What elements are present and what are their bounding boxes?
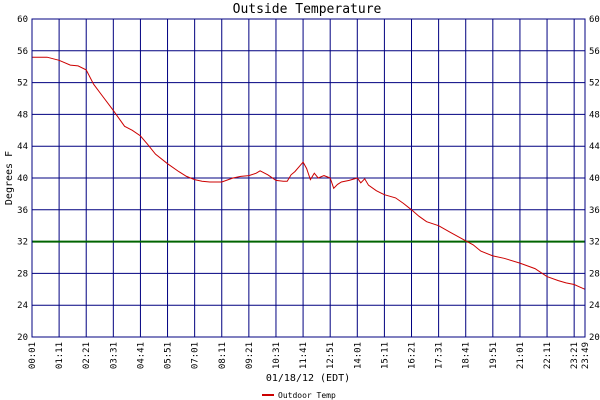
x-tick-label: 17:31 — [435, 342, 445, 369]
y-tick-label: 24 — [589, 301, 600, 311]
x-tick-label: 05:51 — [164, 342, 174, 369]
y-tick-label: 32 — [17, 238, 28, 248]
legend-label: Outdoor Temp — [278, 391, 336, 400]
y-tick-label: 20 — [589, 333, 600, 343]
x-tick-label: 09:21 — [245, 342, 255, 369]
x-tick-label: 23:49 — [581, 342, 591, 369]
y-tick-labels-right: 20 24 28 32 36 40 44 48 52 56 60 — [589, 15, 600, 343]
y-tick-label: 28 — [589, 269, 600, 279]
x-tick-label: 16:21 — [408, 342, 418, 369]
x-tick-labels: 00:01 01:11 02:21 03:31 04:41 05:51 07:01 08:11… — [28, 342, 591, 369]
y-axis-label: Degrees F — [4, 151, 15, 205]
x-axis-label: 01/18/12 (EDT) — [266, 373, 350, 384]
x-tick-label: 23:21 — [570, 342, 580, 369]
y-tick-label: 56 — [589, 47, 600, 57]
x-tick-label: 07:01 — [191, 342, 201, 369]
plot-border — [31, 18, 586, 338]
y-tick-label: 60 — [589, 15, 600, 25]
x-tick-label: 19:51 — [489, 342, 499, 369]
x-tick-label: 08:11 — [218, 342, 228, 369]
y-tick-label: 40 — [589, 174, 600, 184]
y-tick-label: 52 — [17, 79, 28, 89]
x-tick-label: 01:11 — [55, 342, 65, 369]
y-tick-label: 48 — [17, 110, 28, 120]
x-tick-label: 04:41 — [136, 342, 146, 369]
x-tick-label: 21:01 — [516, 342, 526, 369]
chart-title: Outside Temperature — [233, 2, 382, 17]
y-tick-label: 52 — [589, 79, 600, 89]
x-tick-label: 00:01 — [28, 342, 38, 369]
x-tick-label: 22:11 — [543, 342, 553, 369]
y-tick-label: 40 — [17, 174, 28, 184]
x-tick-label: 15:11 — [380, 342, 390, 369]
y-tick-label: 24 — [17, 301, 28, 311]
x-tick-label: 03:31 — [109, 342, 119, 369]
legend: Outdoor Temp — [262, 391, 336, 400]
x-tick-label: 18:41 — [462, 342, 472, 369]
y-tick-label: 20 — [17, 333, 28, 343]
y-tick-label: 36 — [589, 206, 600, 216]
x-tick-label: 12:51 — [326, 342, 336, 369]
y-tick-label: 44 — [17, 142, 28, 152]
y-tick-label: 32 — [589, 238, 600, 248]
y-tick-labels-left: 20 24 28 32 36 40 44 48 52 56 60 — [17, 15, 28, 343]
y-tick-label: 36 — [17, 206, 28, 216]
y-tick-label: 60 — [17, 15, 28, 25]
x-tick-label: 02:21 — [82, 342, 92, 369]
x-tick-label: 10:31 — [272, 342, 282, 369]
x-tick-label: 11:41 — [299, 342, 309, 369]
y-tick-label: 28 — [17, 269, 28, 279]
y-tick-label: 44 — [589, 142, 600, 152]
y-tick-label: 48 — [589, 110, 600, 120]
outdoor-temp-line — [32, 56, 586, 290]
y-tick-label: 56 — [17, 47, 28, 57]
x-tick-label: 14:01 — [353, 342, 363, 369]
